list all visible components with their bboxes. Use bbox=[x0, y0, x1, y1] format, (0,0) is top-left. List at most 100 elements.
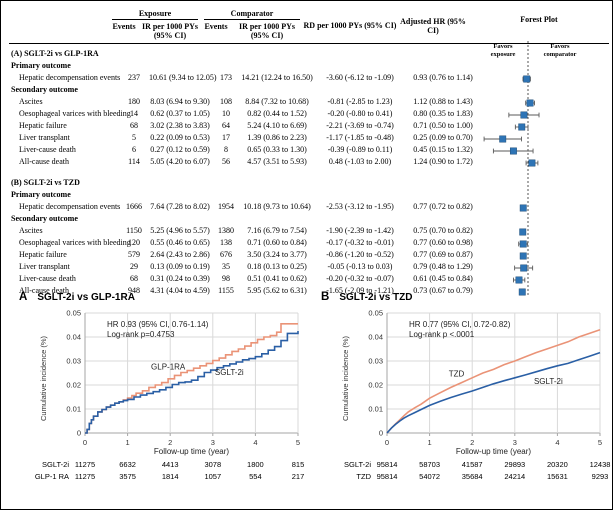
adjusted-hr: 0.25 (0.09 to 0.70) bbox=[413, 133, 473, 142]
outcome-label: Hepatic failure bbox=[19, 121, 67, 130]
curve-label: GLP-1RA bbox=[151, 362, 186, 371]
table-heading-row: Secondary outcome bbox=[9, 84, 609, 96]
comparator-ir: 5.95 (5.62 to 6.31) bbox=[247, 286, 307, 295]
table-heading-row: Primary outcome bbox=[9, 60, 609, 72]
comparator-ir: 0.82 (0.44 to 1.52) bbox=[247, 109, 307, 118]
exposure-events: 14 bbox=[130, 109, 138, 118]
km-curve-tzd bbox=[386, 329, 601, 434]
exposure-events: 180 bbox=[128, 97, 140, 106]
comparator-ir: 3.50 (3.24 to 3.77) bbox=[247, 250, 307, 259]
comparator-ir: 0.18 (0.13 to 0.25) bbox=[247, 262, 307, 271]
comparator-events: 98 bbox=[222, 274, 230, 283]
y-tick-label: 0 bbox=[77, 429, 81, 438]
number-at-risk: 35684 bbox=[461, 472, 483, 481]
x-tick-label: 0 bbox=[385, 438, 389, 447]
risk-difference bbox=[305, 48, 399, 60]
comparator-ir: 5.24 (4.10 to 6.69) bbox=[247, 121, 307, 130]
number-at-risk: 15631 bbox=[546, 472, 568, 481]
exposure-ir: 0.62 (0.37 to 1.05) bbox=[150, 109, 210, 118]
hr-point-estimate-marker bbox=[499, 135, 507, 143]
comparator-events: 108 bbox=[220, 97, 232, 106]
table-heading-row: Secondary outcome bbox=[9, 213, 609, 225]
exposure-events bbox=[111, 177, 141, 189]
forest-row bbox=[525, 159, 539, 167]
number-at-risk: 3078 bbox=[204, 460, 222, 469]
y-tick-label: 0.05 bbox=[368, 309, 383, 318]
comparator-events: 1380 bbox=[218, 226, 234, 235]
comparator-events bbox=[203, 177, 233, 189]
panel-letter: A bbox=[19, 291, 28, 303]
km-panel-b: B SGLT-2i vs TZD 0 0.01 0.02 0.03 0.04 0.05 0 1 2 3… bbox=[307, 289, 612, 507]
table-row: All-cause death 948 4.31 (4.04 to 4.59) 115… bbox=[9, 285, 609, 297]
table-row: Liver transplant 5 0.22 (0.09 to 0.53) 17 1.… bbox=[9, 132, 609, 144]
header-rule bbox=[9, 43, 609, 44]
table-row: Liver-cause death 68 0.31 (0.24 to 0.39) 98… bbox=[9, 273, 609, 285]
risk-difference: -0.81 (-2.85 to 1.23) bbox=[327, 97, 393, 106]
hr-point-estimate-marker bbox=[509, 147, 517, 155]
x-tick-label: 3 bbox=[211, 438, 215, 447]
exposure-ir bbox=[141, 84, 203, 96]
hr-point-estimate-marker bbox=[526, 99, 534, 107]
adjusted-hr bbox=[399, 60, 471, 72]
km-curve-sglt-2i bbox=[386, 351, 601, 434]
outcome-table: Exposure Events IR per 1000 PYs (95% CI)… bbox=[9, 7, 609, 297]
favors-comparator-label: Favors comparator bbox=[543, 43, 577, 58]
comparator-events bbox=[203, 213, 233, 225]
comparator-events-header: Events bbox=[204, 22, 228, 31]
panel-letter: B bbox=[321, 291, 330, 303]
risk-difference: 0.48 (-1.03 to 2.00) bbox=[328, 157, 392, 166]
forest-row bbox=[508, 111, 540, 119]
hr-point-estimate-marker bbox=[519, 240, 527, 248]
number-at-risk: 1057 bbox=[204, 472, 222, 481]
risk-difference bbox=[305, 60, 399, 72]
outcome-label: All-cause death bbox=[19, 157, 69, 166]
exposure-ir: 4.31 (4.04 to 4.59) bbox=[150, 286, 210, 295]
outcome-label: Liver transplant bbox=[19, 133, 70, 142]
risk-difference bbox=[305, 84, 399, 96]
adjusted-hr: 1.12 (0.88 to 1.43) bbox=[413, 97, 473, 106]
exposure-events bbox=[111, 60, 141, 72]
exposure-ir-header: IR per 1000 PYs (95% CI) bbox=[141, 22, 199, 40]
number-at-risk: 1800 bbox=[247, 460, 264, 469]
table-row: Hepatic failure 68 3.02 (2.38 to 3.83) 64 5.… bbox=[9, 120, 609, 132]
exposure-events: 579 bbox=[128, 250, 140, 259]
comparator-events: 17 bbox=[222, 133, 230, 142]
exposure-events: 6 bbox=[132, 145, 136, 154]
x-tick-label: 1 bbox=[428, 438, 432, 447]
table-row: All-cause death 114 5.05 (4.20 to 6.07) 56 4… bbox=[9, 156, 609, 168]
adjusted-hr: 0.80 (0.35 to 1.83) bbox=[413, 109, 473, 118]
annotation-line: HR 0.77 (95% CI, 0.72-0.82) bbox=[409, 320, 511, 329]
outcome-label: Primary outcome bbox=[11, 190, 71, 199]
forest-row bbox=[483, 135, 522, 143]
exposure-events: 29 bbox=[130, 262, 138, 271]
exposure-ir: 0.55 (0.46 to 0.65) bbox=[150, 238, 210, 247]
comparator-ir: 4.57 (3.51 to 5.93) bbox=[247, 157, 307, 166]
y-tick-label: 0.01 bbox=[368, 405, 383, 414]
number-at-risk: 11275 bbox=[74, 460, 96, 469]
table-row: Liver-cause death 6 0.27 (0.12 to 0.59) 8 0.… bbox=[9, 144, 609, 156]
comparator-ir bbox=[233, 48, 305, 60]
table-row: Ascites 1150 5.25 (4.96 to 5.57) 1380 7.16 (… bbox=[9, 225, 609, 237]
exposure-ir bbox=[141, 60, 203, 72]
exposure-group-header: Exposure Events IR per 1000 PYs (95% CI) bbox=[109, 7, 201, 40]
outcome-label: Liver transplant bbox=[19, 262, 70, 271]
hr-point-estimate-marker bbox=[520, 264, 528, 272]
forest-row bbox=[492, 147, 534, 155]
curve-label: SGLT-2i bbox=[534, 377, 563, 386]
number-at-risk: 1814 bbox=[161, 472, 179, 481]
comparator-ir bbox=[233, 177, 305, 189]
y-tick-label: 0 bbox=[379, 429, 383, 438]
forest-row bbox=[522, 75, 531, 83]
comparator-events bbox=[203, 60, 233, 72]
exposure-ir: 8.03 (6.94 to 9.30) bbox=[150, 97, 210, 106]
exposure-ir bbox=[141, 189, 203, 201]
adjusted-hr: 0.77 (0.60 to 0.98) bbox=[413, 238, 473, 247]
number-at-risk: 95814 bbox=[376, 460, 398, 469]
curve-label: SGLT-2i bbox=[215, 368, 244, 377]
number-at-risk: 95814 bbox=[376, 472, 398, 481]
comparator-events bbox=[203, 48, 233, 60]
hr-point-estimate-marker bbox=[528, 159, 536, 167]
y-axis-label: Cumulative incidence (%) bbox=[341, 335, 350, 421]
risk-difference: -0.20 (-0.80 to 0.41) bbox=[327, 109, 393, 118]
outcome-label: Hepatic decompensation events bbox=[19, 73, 121, 82]
